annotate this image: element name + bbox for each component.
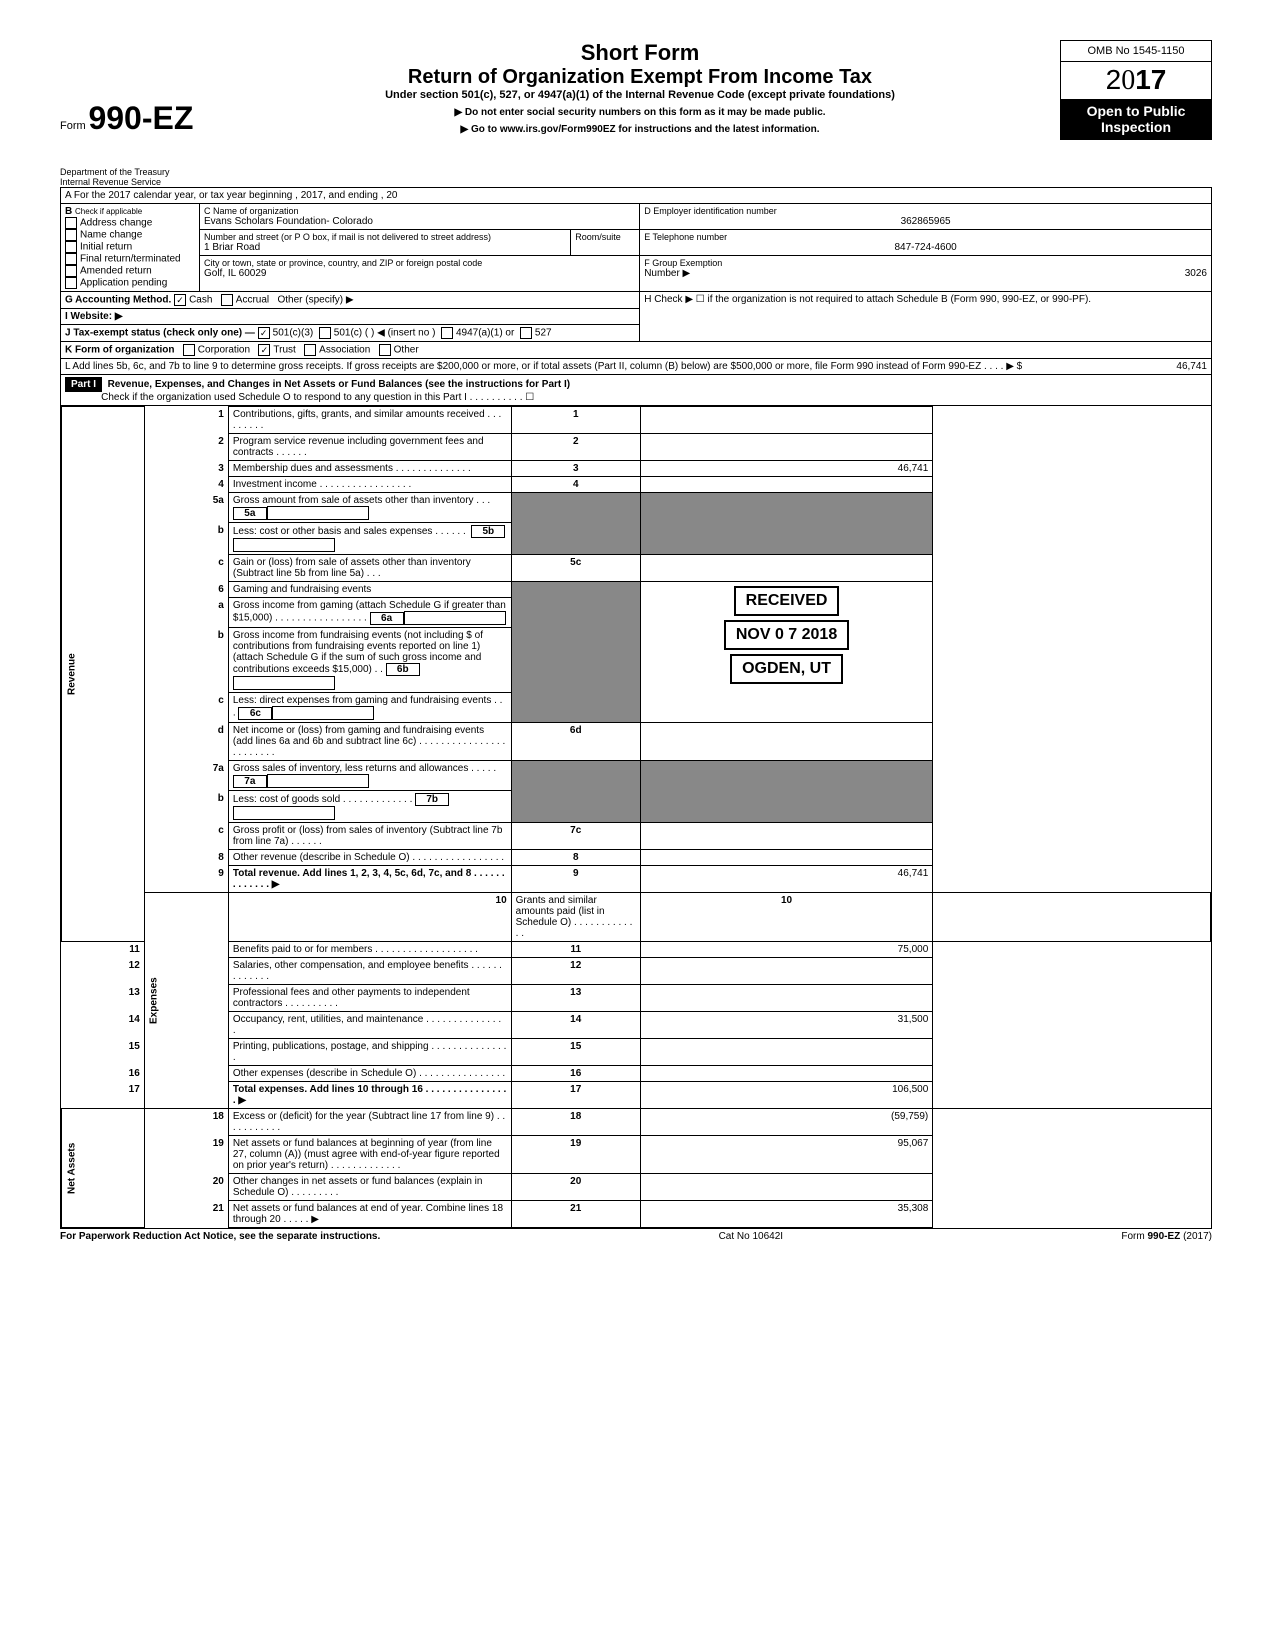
- chk-initial[interactable]: Initial return: [65, 241, 195, 253]
- org-name: Evans Scholars Foundation- Colorado: [204, 216, 635, 227]
- line-g-label: G Accounting Method.: [65, 295, 171, 306]
- short-form-label: Short Form: [230, 40, 1050, 66]
- chk-cash[interactable]: [174, 294, 186, 306]
- omb-number: OMB No 1545-1150: [1061, 41, 1211, 62]
- line-j-label: J Tax-exempt status (check only one) —: [65, 328, 255, 339]
- chk-501c[interactable]: [319, 327, 331, 339]
- chk-trust[interactable]: [258, 344, 270, 356]
- line-l: L Add lines 5b, 6c, and 7b to line 9 to …: [65, 361, 1022, 372]
- chk-accrual[interactable]: [221, 294, 233, 306]
- group-label: F Group Exemption: [644, 258, 722, 268]
- right-box: OMB No 1545-1150 20201717 Open to Public…: [1060, 40, 1212, 140]
- form-header: Form 990-EZ Department of the Treasury I…: [60, 40, 1212, 187]
- part1-title: Revenue, Expenses, and Changes in Net As…: [108, 379, 571, 390]
- chk-527[interactable]: [520, 327, 532, 339]
- form-number: 990-EZ: [88, 100, 193, 136]
- note-url: ▶ Go to www.irs.gov/Form990EZ for instru…: [230, 124, 1050, 135]
- chk-name[interactable]: Name change: [65, 229, 195, 241]
- open-public-2: Inspection: [1065, 119, 1207, 135]
- stamp-ogden: OGDEN, UT: [730, 654, 843, 684]
- section-revenue: Revenue: [62, 407, 145, 942]
- form-prefix: Form: [60, 120, 86, 132]
- line-l-value: 46,741: [1176, 361, 1207, 372]
- group-label2: Number ▶: [644, 268, 690, 279]
- section-expenses: Expenses: [144, 893, 228, 1109]
- stamp-date: NOV 0 7 2018: [724, 620, 849, 650]
- note-ssn: ▶ Do not enter social security numbers o…: [230, 107, 1050, 118]
- section-netassets: Net Assets: [62, 1109, 145, 1228]
- org-name-label: C Name of organization: [204, 206, 635, 216]
- chk-amended[interactable]: Amended return: [65, 265, 195, 277]
- tel-label: E Telephone number: [644, 232, 1207, 242]
- chk-address[interactable]: Address change: [65, 217, 195, 229]
- main-title: Return of Organization Exempt From Incom…: [230, 66, 1050, 89]
- part1-label: Part I: [65, 377, 102, 392]
- line-i: I Website: ▶: [61, 309, 640, 325]
- addr-value: 1 Briar Road: [204, 242, 566, 253]
- chk-final[interactable]: Final return/terminated: [65, 253, 195, 265]
- city-label: City or town, state or province, country…: [204, 258, 635, 268]
- footer-left: For Paperwork Reduction Act Notice, see …: [60, 1231, 380, 1242]
- box-b-check: Check if applicable: [75, 207, 142, 216]
- city-value: Golf, IL 60029: [204, 268, 635, 279]
- open-public-1: Open to Public: [1065, 103, 1207, 119]
- chk-other[interactable]: [379, 344, 391, 356]
- ein-label: D Employer identification number: [644, 206, 1207, 216]
- chk-corp[interactable]: [183, 344, 195, 356]
- chk-assoc[interactable]: [304, 344, 316, 356]
- group-value: 3026: [1185, 268, 1207, 279]
- footer-right: Form 990-EZ (2017): [1121, 1231, 1212, 1242]
- line-h: H Check ▶ ☐ if the organization is not r…: [640, 292, 1212, 342]
- ein-value: 362865965: [644, 216, 1207, 227]
- tax-year: 20201717: [1061, 62, 1211, 99]
- box-b-label: B: [65, 206, 72, 217]
- footer-mid: Cat No 10642I: [719, 1231, 784, 1242]
- lines-table: Revenue 1 Contributions, gifts, grants, …: [61, 406, 1211, 1228]
- chk-pending[interactable]: Application pending: [65, 277, 195, 289]
- chk-4947[interactable]: [441, 327, 453, 339]
- part1-check: Check if the organization used Schedule …: [101, 392, 534, 403]
- chk-501c3[interactable]: [258, 327, 270, 339]
- tel-value: 847-724-4600: [644, 242, 1207, 253]
- form-body: A For the 2017 calendar year, or tax yea…: [60, 187, 1212, 1229]
- subtitle: Under section 501(c), 527, or 4947(a)(1)…: [230, 89, 1050, 101]
- addr-label: Number and street (or P O box, if mail i…: [204, 232, 566, 242]
- stamp-received: RECEIVED: [734, 586, 840, 616]
- line-k-label: K Form of organization: [65, 345, 174, 356]
- line-a: A For the 2017 calendar year, or tax yea…: [61, 188, 1212, 204]
- dept-label: Department of the Treasury Internal Reve…: [60, 167, 220, 187]
- room-label: Room/suite: [571, 230, 640, 256]
